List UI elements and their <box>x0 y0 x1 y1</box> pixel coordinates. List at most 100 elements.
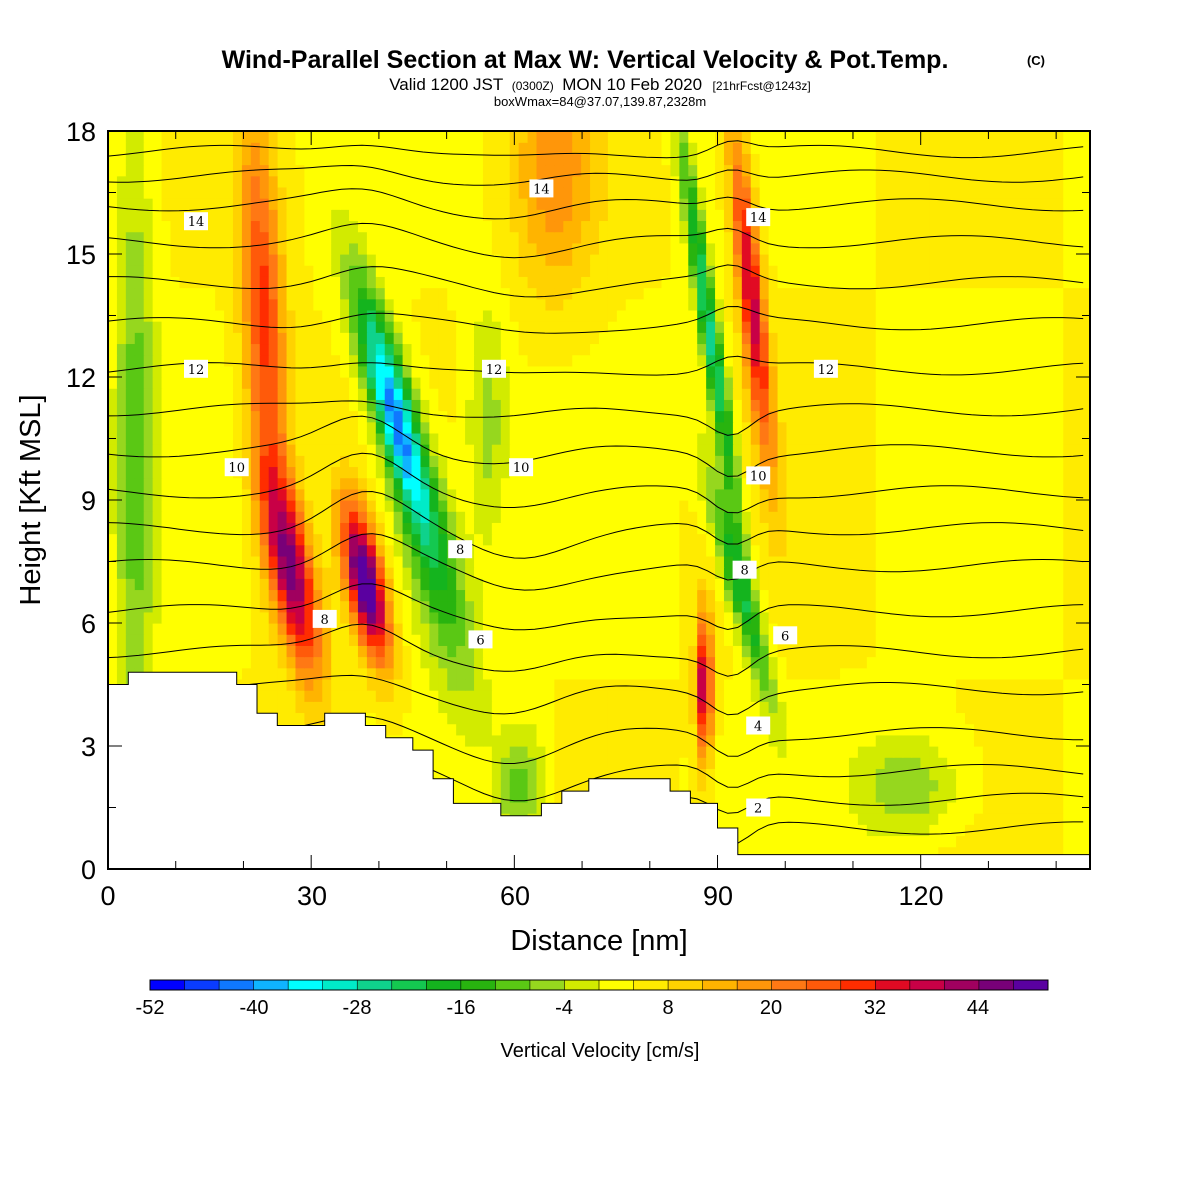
velocity-cell <box>590 623 600 635</box>
velocity-cell <box>286 667 297 680</box>
velocity-cell <box>331 477 341 490</box>
velocity-cell <box>840 388 850 400</box>
velocity-cell <box>643 544 654 557</box>
velocity-cell <box>447 746 457 758</box>
velocity-cell <box>679 734 689 747</box>
velocity-cell <box>715 723 725 736</box>
velocity-cell <box>706 600 716 613</box>
velocity-cell <box>482 555 493 568</box>
velocity-cell <box>438 712 448 725</box>
velocity-cell <box>1054 846 1064 859</box>
velocity-cell <box>170 432 181 445</box>
velocity-cell <box>947 589 957 602</box>
velocity-cell <box>581 500 591 512</box>
velocity-cell <box>599 589 609 602</box>
velocity-cell <box>349 623 359 635</box>
velocity-cell <box>732 466 743 479</box>
velocity-cell <box>563 455 573 468</box>
velocity-cell <box>822 444 832 456</box>
velocity-cell <box>1045 723 1055 736</box>
velocity-cell <box>982 399 993 412</box>
velocity-cell <box>715 455 725 468</box>
velocity-cell <box>715 656 725 669</box>
velocity-cell <box>688 410 698 423</box>
velocity-cell <box>643 477 654 490</box>
velocity-cell <box>750 645 761 658</box>
velocity-cell <box>474 477 484 490</box>
velocity-cell <box>625 455 636 468</box>
velocity-cell <box>732 589 743 602</box>
velocity-cell <box>822 399 832 412</box>
velocity-cell <box>732 746 743 758</box>
velocity-cell <box>866 567 877 579</box>
velocity-cell <box>215 533 225 546</box>
velocity-cell <box>947 488 957 501</box>
velocity-cell <box>375 377 386 389</box>
velocity-cell <box>715 779 725 792</box>
velocity-cell <box>795 533 805 546</box>
velocity-cell <box>750 623 761 635</box>
velocity-cell <box>911 522 921 535</box>
velocity-cell <box>268 488 279 501</box>
velocity-cell <box>384 623 395 635</box>
velocity-cell <box>1018 768 1029 781</box>
velocity-cell <box>188 488 198 501</box>
velocity-cell <box>536 365 547 378</box>
velocity-cell <box>340 432 350 445</box>
velocity-cell <box>268 432 279 445</box>
velocity-cell <box>554 444 564 456</box>
velocity-cell <box>697 365 707 378</box>
velocity-cell <box>143 377 154 389</box>
velocity-cell <box>884 645 895 658</box>
velocity-cell <box>161 354 172 367</box>
velocity-cell <box>545 757 555 769</box>
velocity-cell <box>607 533 618 546</box>
velocity-cell <box>1009 634 1020 646</box>
velocity-cell <box>456 667 466 680</box>
velocity-cell <box>813 421 823 434</box>
velocity-cell <box>947 779 957 792</box>
velocity-cell <box>634 477 645 490</box>
velocity-cell <box>527 567 538 579</box>
velocity-cell <box>831 377 841 389</box>
velocity-cell <box>732 712 743 725</box>
velocity-cell <box>1000 544 1011 557</box>
velocity-cell <box>929 846 939 859</box>
velocity-cell <box>1027 623 1038 635</box>
velocity-cell <box>456 377 466 389</box>
velocity-cell <box>679 567 689 579</box>
velocity-cell <box>697 701 707 714</box>
velocity-cell <box>822 466 832 479</box>
velocity-cell <box>429 712 439 725</box>
velocity-cell <box>241 634 252 646</box>
velocity-cell <box>116 421 127 434</box>
velocity-cell <box>134 511 145 523</box>
velocity-cell <box>1081 656 1090 669</box>
velocity-cell <box>143 466 154 479</box>
velocity-cell <box>206 656 216 669</box>
velocity-cell <box>232 533 243 546</box>
velocity-cell <box>277 578 288 591</box>
velocity-cell <box>1009 712 1020 725</box>
velocity-cell <box>670 522 680 535</box>
velocity-cell <box>170 511 181 523</box>
velocity-cell <box>1045 578 1055 591</box>
velocity-cell <box>563 432 573 445</box>
velocity-cell <box>723 432 734 445</box>
velocity-cell <box>777 723 788 736</box>
velocity-cell <box>563 667 573 680</box>
velocity-cell <box>652 600 663 613</box>
velocity-cell <box>1054 533 1064 546</box>
velocity-cell <box>581 623 591 635</box>
velocity-cell <box>375 354 386 367</box>
velocity-cell <box>393 500 404 512</box>
velocity-cell <box>884 432 895 445</box>
velocity-cell <box>1063 757 1073 769</box>
velocity-cell <box>375 701 386 714</box>
velocity-cell <box>125 522 136 535</box>
velocity-cell <box>777 511 788 523</box>
velocity-cell <box>125 377 136 389</box>
velocity-cell <box>197 444 207 456</box>
velocity-cell <box>956 779 966 792</box>
velocity-cell <box>822 634 832 646</box>
